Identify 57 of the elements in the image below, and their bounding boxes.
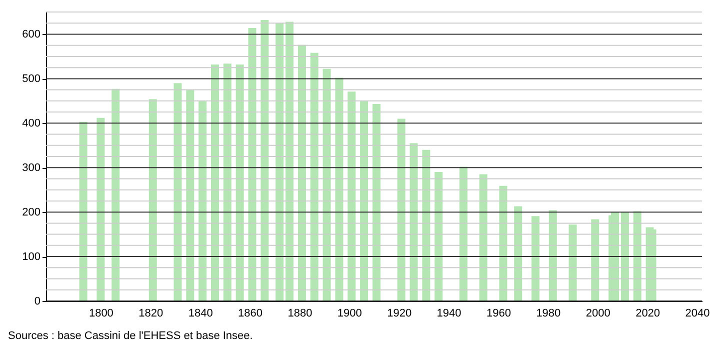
bar <box>322 68 331 301</box>
bar <box>372 104 380 301</box>
x-tick-label: 1980 <box>536 308 561 320</box>
source-note: Sources : base Cassini de l'EHESS et base Insee. <box>8 330 253 340</box>
bar <box>499 186 508 301</box>
bar <box>198 100 207 301</box>
x-tick-label: 1800 <box>88 308 114 320</box>
bar <box>591 219 600 301</box>
bar <box>248 28 256 301</box>
x-tick-label: 2040 <box>685 308 710 320</box>
bar <box>633 211 642 301</box>
y-tick-label: 300 <box>22 162 40 174</box>
bar <box>310 52 318 301</box>
x-tick-label: 1940 <box>436 308 462 320</box>
x-tick-label: 2000 <box>586 308 610 320</box>
bar <box>112 88 120 301</box>
bar <box>410 143 418 301</box>
bar <box>568 224 577 301</box>
bar <box>298 44 306 301</box>
bar <box>236 64 244 301</box>
bar <box>79 122 88 301</box>
bar <box>186 90 194 301</box>
x-tick-label: 2020 <box>636 308 660 320</box>
bar <box>459 166 468 301</box>
y-tick-label: 400 <box>22 118 40 130</box>
bar <box>532 216 540 301</box>
y-tick-label: 100 <box>22 251 40 264</box>
bar <box>148 99 157 301</box>
x-tick-label: 1960 <box>486 308 511 320</box>
x-tick-label: 1860 <box>238 308 263 320</box>
y-tick-label: 600 <box>22 28 40 41</box>
bar <box>548 210 557 301</box>
bar <box>223 64 232 301</box>
x-tick-label: 1920 <box>387 308 412 320</box>
x-tick-label: 1880 <box>288 308 312 320</box>
bar <box>620 212 629 301</box>
bar <box>611 212 620 301</box>
bar <box>514 206 522 301</box>
bar <box>422 150 430 301</box>
bar <box>360 100 368 301</box>
bar <box>335 78 344 301</box>
x-tick-label: 1840 <box>188 308 213 320</box>
bar <box>174 83 182 301</box>
bar <box>260 20 269 301</box>
bar <box>96 118 105 301</box>
y-tick-label: 200 <box>22 206 40 219</box>
y-tick-label: 500 <box>22 73 40 86</box>
x-tick-label: 1820 <box>138 308 164 320</box>
bar <box>434 172 443 301</box>
bar <box>286 22 294 301</box>
bar <box>479 174 488 301</box>
bar <box>348 92 356 301</box>
y-tick-label: 0 <box>34 296 40 308</box>
bar <box>210 64 219 301</box>
x-tick-label: 1900 <box>337 308 362 320</box>
bar <box>397 118 406 301</box>
bar <box>276 23 284 301</box>
